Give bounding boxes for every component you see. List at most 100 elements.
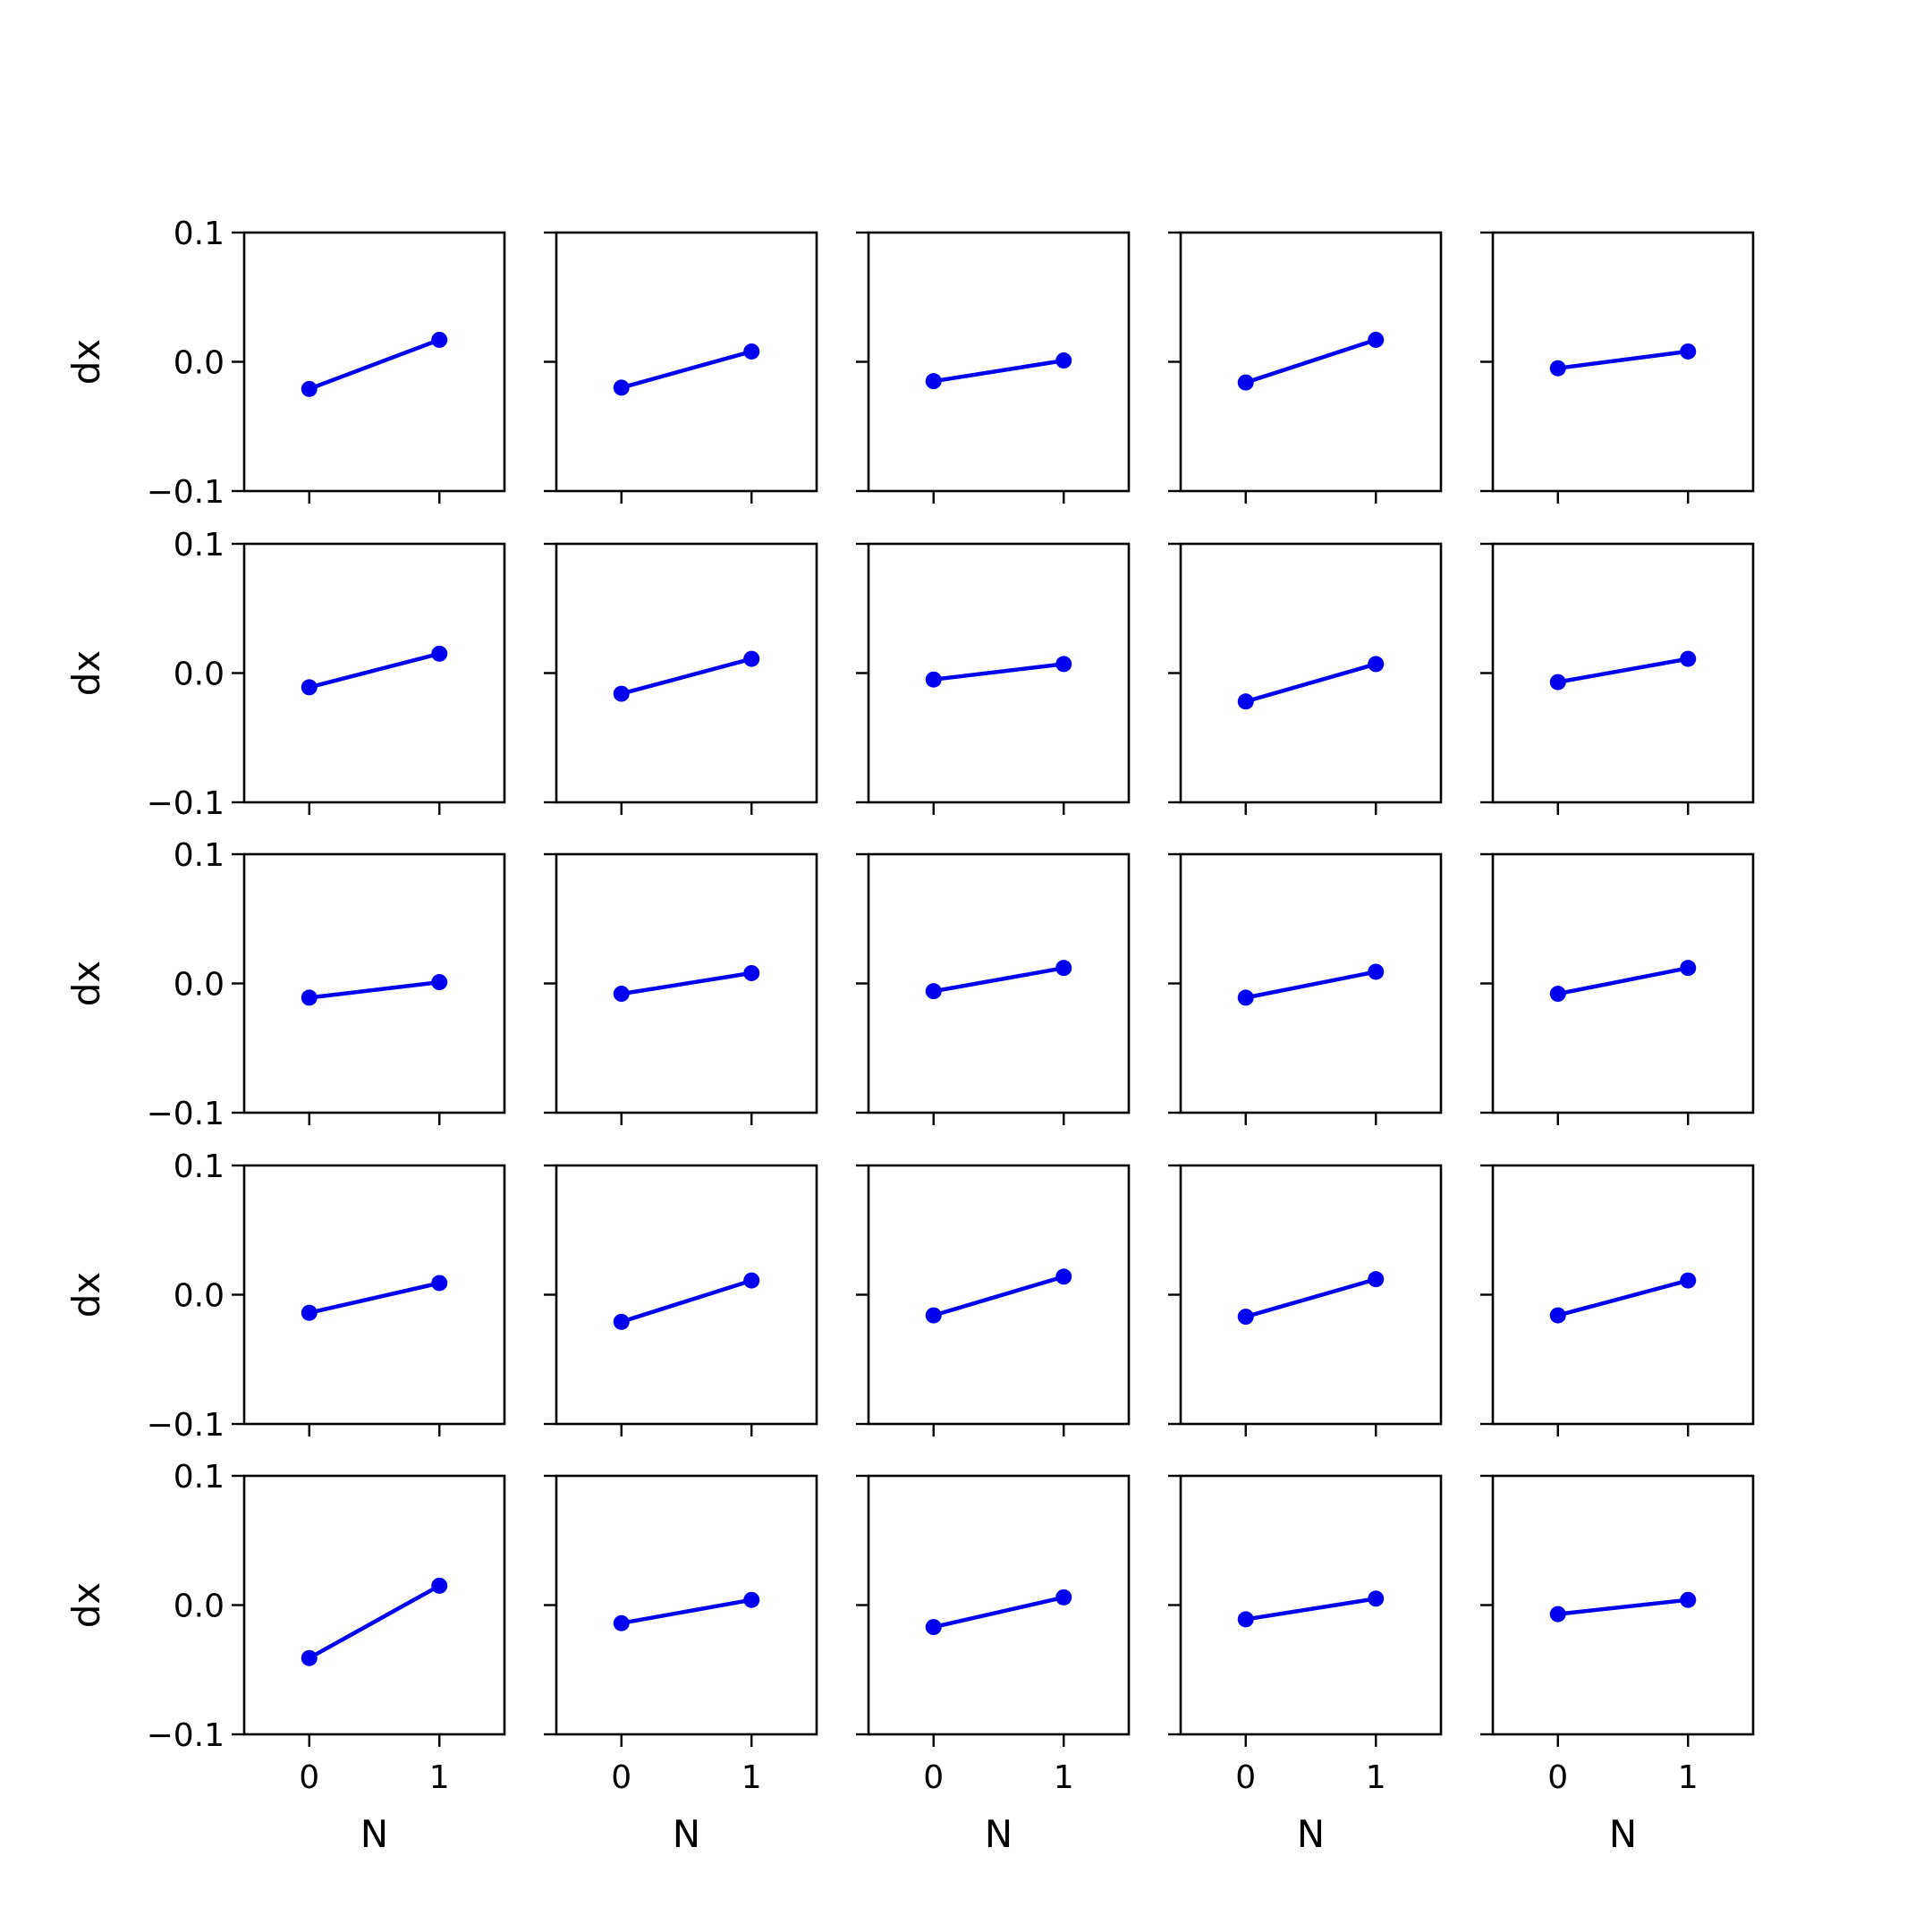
data-point	[925, 1619, 942, 1636]
y-tick-label: 0.0	[174, 1278, 225, 1315]
series-line	[933, 965, 1064, 994]
x-axis-label: N	[360, 1812, 388, 1856]
series-line	[308, 1583, 441, 1660]
series-line	[1245, 1277, 1377, 1319]
y-tick-label: −0.1	[147, 1717, 225, 1754]
axes-frame	[867, 852, 1131, 1114]
x-tick-label: 0	[1547, 1759, 1568, 1796]
data-point	[925, 671, 942, 688]
data-point	[613, 1614, 630, 1631]
y-tick-label: 0.0	[174, 657, 225, 693]
data-point	[1680, 960, 1697, 977]
series-line	[621, 657, 752, 696]
series-line	[1557, 349, 1689, 370]
data-point	[301, 679, 318, 696]
data-point	[1055, 1589, 1072, 1606]
data-point	[925, 983, 942, 1000]
subplot-r4-c5	[1480, 1164, 1755, 1436]
y-tick-label: −0.1	[147, 1096, 225, 1132]
data-point	[925, 1307, 942, 1324]
axes-frame	[242, 1474, 506, 1736]
series-line	[621, 349, 752, 390]
subplot-r4-c3	[856, 1164, 1131, 1436]
subplot-r2-c5	[1480, 542, 1755, 815]
series-line	[1557, 965, 1689, 996]
data-point	[1055, 352, 1072, 369]
subplot-r2-c1: −0.1 0.0 0.1 dx	[64, 527, 506, 822]
y-tick-label: −0.1	[147, 1407, 225, 1444]
axes-frame	[555, 1474, 818, 1736]
y-tick-label: 0.1	[174, 837, 225, 874]
series-line	[621, 1278, 752, 1324]
series-line	[309, 1281, 440, 1315]
data-point	[1237, 693, 1254, 710]
x-axis-label: N	[985, 1812, 1013, 1856]
x-tick-label: 0	[923, 1759, 944, 1796]
series-line	[933, 1275, 1064, 1318]
axes-frame	[867, 231, 1131, 493]
series-line	[621, 1597, 752, 1625]
data-point	[925, 373, 942, 390]
data-point	[1368, 656, 1385, 673]
x-tick-label: 1	[1366, 1759, 1386, 1796]
subplot-r1-c4	[1168, 231, 1443, 504]
data-point	[1055, 960, 1072, 977]
data-point	[1055, 656, 1072, 673]
y-tick-label: −0.1	[147, 785, 225, 822]
series-line	[309, 651, 440, 690]
data-point	[301, 1649, 318, 1666]
axes-frame	[555, 231, 818, 493]
y-tick-label: 0.0	[174, 967, 225, 1004]
series-line	[1245, 662, 1377, 704]
axes-frame	[242, 542, 506, 804]
axes-frame	[1491, 852, 1755, 1114]
subplot-r2-c3	[856, 542, 1131, 815]
series-line	[1557, 1278, 1689, 1318]
subplot-r5-c2: 0 1 N	[544, 1474, 818, 1856]
axes-frame	[242, 1164, 506, 1426]
data-point	[1549, 674, 1566, 691]
series-line	[1557, 657, 1689, 684]
subplot-r3-c3	[856, 852, 1131, 1125]
y-axis-label: dx	[64, 339, 108, 386]
subplot-r2-c2	[544, 542, 818, 815]
x-axis-label: N	[1297, 1812, 1325, 1856]
data-point	[1680, 650, 1697, 667]
subplot-r1-c2	[544, 231, 818, 504]
series-line	[309, 979, 440, 1000]
data-point	[1368, 331, 1385, 348]
subplot-r1-c3	[856, 231, 1131, 504]
data-point	[1549, 360, 1566, 377]
y-tick-label: 0.1	[174, 527, 225, 564]
axes-frame	[242, 231, 506, 493]
subplot-r4-c1: −0.1 0.0 0.1 dx	[64, 1148, 506, 1444]
subplot-r5-c1: −0.1 0.0 0.1 0 1 dx N	[64, 1459, 506, 1856]
data-point	[1549, 1307, 1566, 1324]
series-line	[1557, 1597, 1689, 1616]
x-axis-label: N	[673, 1812, 700, 1856]
axes-frame	[555, 1164, 818, 1426]
subplot-r3-c1: −0.1 0.0 0.1 dx	[64, 837, 506, 1132]
data-point	[1549, 986, 1566, 1003]
subplot-r3-c5	[1480, 852, 1755, 1125]
data-point	[1368, 1590, 1385, 1607]
series-line	[933, 358, 1064, 384]
subplot-r5-c3: 0 1 N	[856, 1474, 1131, 1856]
y-tick-label: 0.1	[174, 1459, 225, 1496]
data-point	[613, 986, 630, 1003]
axes-frame	[1491, 1164, 1755, 1426]
y-tick-label: 0.1	[174, 1148, 225, 1185]
data-point	[1237, 1309, 1254, 1326]
x-tick-label: 0	[1235, 1759, 1256, 1796]
subplot-r5-c5: 0 1 N	[1480, 1474, 1755, 1856]
data-point	[431, 1275, 448, 1292]
y-axis-label: dx	[64, 1272, 108, 1318]
data-point	[743, 343, 760, 360]
data-point	[743, 1591, 760, 1608]
y-tick-label: −0.1	[147, 474, 225, 511]
data-point	[301, 380, 318, 397]
y-tick-label: 0.0	[174, 1589, 225, 1625]
subplot-r1-c1: −0.1 0.0 0.1 dx	[64, 216, 506, 511]
data-point	[1680, 1272, 1697, 1289]
subplot-r4-c4	[1168, 1164, 1443, 1436]
